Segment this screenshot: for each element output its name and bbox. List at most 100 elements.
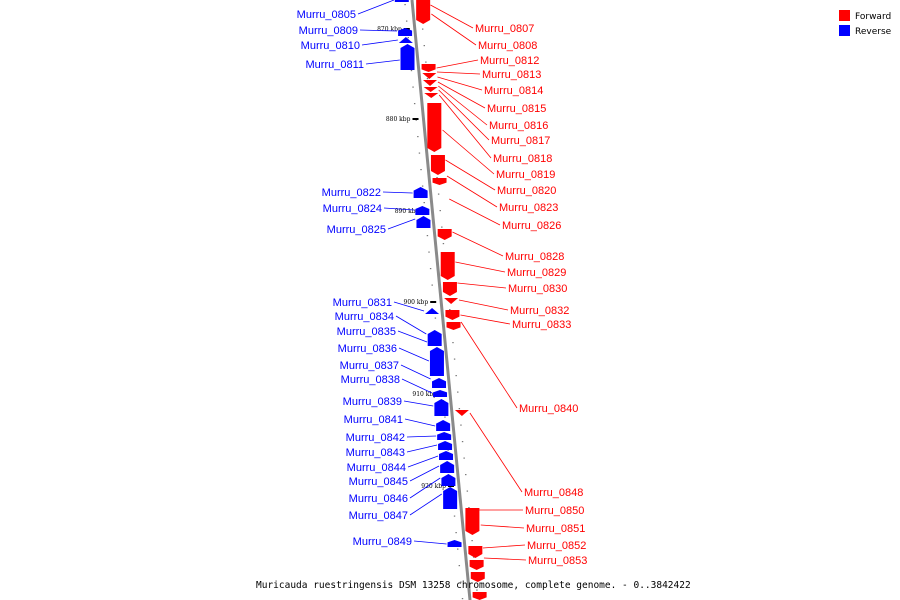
reverse-gene-label: Murru_0809 xyxy=(299,25,358,37)
legend: Forward Reverse xyxy=(839,10,892,37)
reverse-gene-label: Murru_0843 xyxy=(346,447,405,459)
legend-reverse-swatch xyxy=(839,25,850,36)
label-leader-lines xyxy=(357,0,527,561)
reverse-gene-label: Murru_0839 xyxy=(343,396,402,408)
forward-gene-label: Murru_0815 xyxy=(487,103,546,115)
tick-mark xyxy=(473,556,475,558)
reverse-gene-label: Murru_0836 xyxy=(338,343,397,355)
tick-mark xyxy=(455,375,457,377)
forward-leader-line xyxy=(430,4,474,29)
forward-gene-label: Murru_0850 xyxy=(525,505,584,517)
reverse-gene-label: Murru_0811 xyxy=(306,59,365,71)
forward-gene-label: Murru_0830 xyxy=(508,283,567,295)
forward-gene-box xyxy=(468,546,483,558)
reverse-leader-line xyxy=(409,477,441,499)
reverse-leader-line xyxy=(403,400,434,407)
kbp-label: 920 kbp xyxy=(421,483,446,490)
forward-gene-label: Murru_0828 xyxy=(505,251,564,263)
tick-mark xyxy=(425,61,427,63)
forward-gene-label: Murru_0840 xyxy=(519,403,578,415)
reverse-gene-label: Murru_0822 xyxy=(322,187,381,199)
forward-gene-box xyxy=(427,103,442,152)
forward-leader-line xyxy=(446,175,498,208)
reverse-gene-label: Murru_0837 xyxy=(340,360,399,372)
reverse-gene-label: Murru_0838 xyxy=(341,374,400,386)
reverse-gene-box xyxy=(441,474,456,486)
forward-gene-label: Murru_0816 xyxy=(489,120,548,132)
forward-gene-box xyxy=(465,508,480,535)
reverse-gene-label: Murru_0841 xyxy=(344,414,403,426)
reverse-gene-box xyxy=(398,28,413,36)
reverse-gene-box xyxy=(447,540,462,547)
forward-leader-line xyxy=(437,76,483,91)
forward-gene-box xyxy=(470,572,485,582)
reverse-gene-label: Murru_0824 xyxy=(323,203,382,215)
tick-mark xyxy=(468,507,470,509)
reverse-gene-box xyxy=(415,206,430,215)
forward-gene-box xyxy=(446,322,461,330)
reverse-leader-line xyxy=(400,364,431,380)
tick-mark xyxy=(405,20,408,22)
forward-leader-line xyxy=(445,159,496,191)
reverse-gene-label: Murru_0842 xyxy=(346,432,405,444)
forward-gene-label: Murru_0819 xyxy=(496,169,555,181)
forward-gene-label: Murru_0808 xyxy=(478,40,537,52)
tick-mark xyxy=(415,119,417,121)
forward-gene-box xyxy=(445,310,460,320)
forward-gene-label: Murru_0826 xyxy=(502,220,561,232)
forward-gene-label: Murru_0820 xyxy=(497,185,556,197)
tick-mark xyxy=(407,37,409,39)
tick-mark xyxy=(412,86,414,88)
reverse-gene-box xyxy=(439,451,454,460)
forward-gene-label: Murru_0829 xyxy=(507,267,566,279)
forward-gene-box xyxy=(432,178,447,185)
forward-gene-label: Murru_0814 xyxy=(484,85,543,97)
forward-gene-arrow xyxy=(423,80,438,86)
tick-mark xyxy=(449,309,451,311)
reverse-gene-label: Murru_0825 xyxy=(327,224,386,236)
tick-mark xyxy=(455,532,457,534)
tick-mark xyxy=(453,515,456,517)
tick-mark xyxy=(429,268,432,270)
reverse-gene-label: Murru_0849 xyxy=(353,536,412,548)
reverse-gene-box xyxy=(440,461,455,473)
legend-forward-swatch xyxy=(839,10,850,21)
reverse-gene-box xyxy=(433,390,448,397)
forward-gene-box xyxy=(437,229,452,240)
reverse-gene-label: Murru_0846 xyxy=(349,493,408,505)
reverse-leader-line xyxy=(397,330,428,343)
forward-gene-box xyxy=(440,252,455,280)
tick-mark xyxy=(458,408,461,410)
tick-mark xyxy=(437,193,440,195)
tick-mark xyxy=(457,391,459,393)
legend-forward-label: Forward xyxy=(855,12,891,22)
tick-marks xyxy=(404,4,478,600)
forward-gene-label: Murru_0848 xyxy=(524,487,583,499)
reverse-gene-box xyxy=(436,420,451,431)
reverse-leader-line xyxy=(409,493,442,516)
forward-gene-box xyxy=(421,64,436,72)
reverse-leader-line xyxy=(382,191,413,194)
tick-mark xyxy=(461,441,464,443)
reverse-gene-box xyxy=(437,432,452,440)
forward-leader-line xyxy=(438,89,490,141)
reverse-gene-label: Murru_0805 xyxy=(297,9,356,21)
tick-mark xyxy=(460,581,462,583)
reverse-gene-box xyxy=(413,187,428,198)
reverse-leader-line xyxy=(401,378,433,394)
kbp-tick xyxy=(412,118,419,120)
reverse-gene-box xyxy=(434,399,449,416)
kbp-label: 880 kbp xyxy=(386,116,411,123)
forward-leader-line xyxy=(483,557,527,561)
tick-mark xyxy=(476,589,478,591)
reverse-leader-line xyxy=(361,39,398,46)
reverse-leader-line xyxy=(407,455,439,468)
reverse-leader-line xyxy=(395,315,427,335)
reverse-gene-box xyxy=(429,347,444,376)
reverse-gene-label: Murru_0834 xyxy=(335,311,394,323)
forward-gene-arrow xyxy=(454,410,469,416)
tick-mark xyxy=(471,540,473,542)
tick-mark xyxy=(458,565,461,567)
forward-gene-label: Murru_0817 xyxy=(491,135,550,147)
forward-leader-line xyxy=(460,314,511,325)
